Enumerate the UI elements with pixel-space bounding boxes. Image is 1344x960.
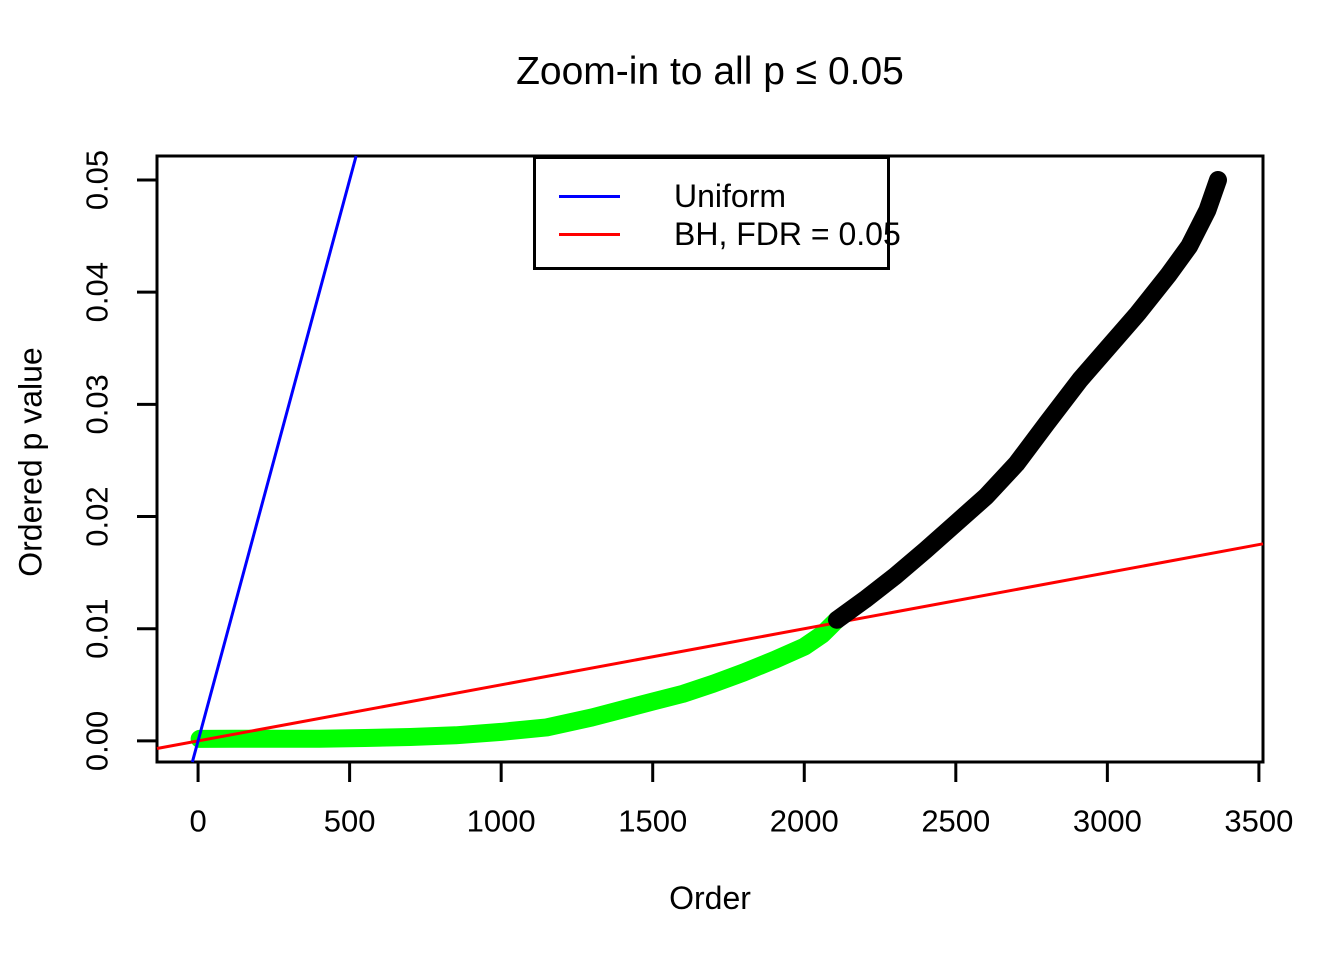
bh-line-swatch-icon — [559, 232, 620, 236]
chart-title: Zoom-in to all p ≤ 0.05 — [516, 50, 904, 93]
y-tick-label: 0.02 — [80, 486, 115, 546]
y-tick-label: 0.04 — [80, 262, 115, 322]
legend-label-uniform: Uniform — [674, 177, 787, 214]
y-tick-label: 0.01 — [80, 599, 115, 659]
x-axis-label: Order — [669, 880, 751, 916]
x-tick-label: 500 — [324, 804, 376, 839]
x-tick-label: 2500 — [921, 804, 990, 839]
legend-label-bh: BH, FDR = 0.05 — [674, 215, 901, 252]
ordered-p-values-bh-significant — [190, 610, 846, 748]
x-tick-label: 0 — [189, 804, 206, 839]
legend: Uniform BH, FDR = 0.05 — [533, 156, 901, 270]
reference-line-bh — [156, 542, 1264, 750]
legend-entry-bh: BH, FDR = 0.05 — [536, 215, 901, 253]
x-tick-label: 2000 — [770, 804, 839, 839]
y-axis-label: Ordered p value — [12, 347, 49, 577]
uniform-line-swatch-icon — [559, 194, 620, 198]
x-tick-label: 1000 — [467, 804, 536, 839]
reference-line-uniform — [190, 155, 358, 763]
y-tick-label: 0.03 — [80, 374, 115, 434]
x-tick-label: 3500 — [1224, 804, 1293, 839]
legend-entry-uniform: Uniform — [536, 177, 887, 215]
ordered-p-values-not-significant — [828, 171, 1227, 629]
x-tick-label: 3000 — [1073, 804, 1142, 839]
y-tick-label: 0.05 — [80, 150, 115, 210]
y-tick-label: 0.00 — [80, 711, 115, 771]
x-tick-label: 1500 — [618, 804, 687, 839]
